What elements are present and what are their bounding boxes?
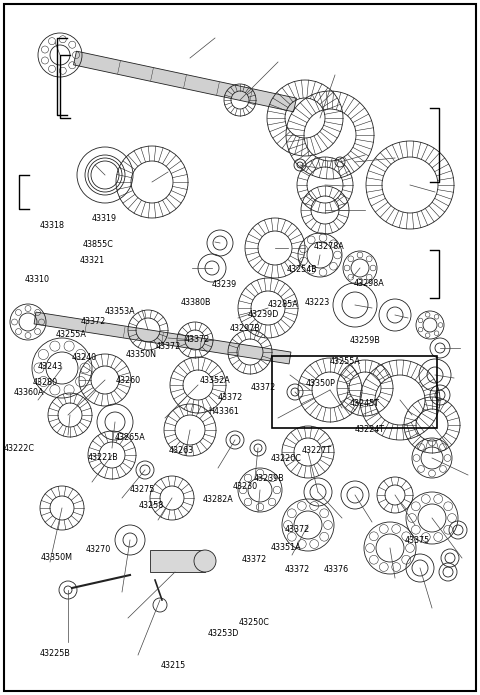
Text: 43224T: 43224T xyxy=(355,425,384,434)
Text: 43372: 43372 xyxy=(242,555,267,564)
Text: 43310: 43310 xyxy=(25,275,50,284)
Text: 43254B: 43254B xyxy=(287,265,318,274)
Text: 43240: 43240 xyxy=(72,354,96,362)
Text: 43372: 43372 xyxy=(156,342,180,350)
Text: 43239: 43239 xyxy=(212,281,237,289)
Text: 43253D: 43253D xyxy=(207,630,239,638)
Text: 43270: 43270 xyxy=(86,545,111,553)
Bar xyxy=(150,550,205,572)
Text: 43350N: 43350N xyxy=(126,350,157,359)
Text: 43280: 43280 xyxy=(33,378,58,386)
Text: 43855C: 43855C xyxy=(83,240,114,249)
Text: 43243: 43243 xyxy=(38,363,63,371)
Text: 43245T: 43245T xyxy=(350,399,380,407)
Text: 43260: 43260 xyxy=(116,377,141,385)
Text: 43372: 43372 xyxy=(285,566,310,574)
Text: 43221B: 43221B xyxy=(88,453,119,461)
Text: 43350M: 43350M xyxy=(41,553,72,562)
Text: 43250C: 43250C xyxy=(239,618,270,626)
Text: 43319: 43319 xyxy=(92,215,117,223)
Text: 43258: 43258 xyxy=(139,502,164,510)
Text: 43376: 43376 xyxy=(324,566,348,574)
Text: 43223: 43223 xyxy=(304,298,329,306)
Text: 43263: 43263 xyxy=(169,446,194,455)
Text: 43285A: 43285A xyxy=(268,300,299,309)
Text: 43222C: 43222C xyxy=(4,444,35,452)
Text: 43265A: 43265A xyxy=(114,434,145,442)
Text: 43372: 43372 xyxy=(218,393,243,402)
Bar xyxy=(272,356,437,428)
Polygon shape xyxy=(34,312,291,364)
Text: 43297B: 43297B xyxy=(229,324,260,332)
Text: 43353A: 43353A xyxy=(105,307,135,316)
Text: 43352A: 43352A xyxy=(200,377,230,385)
Text: 43220C: 43220C xyxy=(270,455,301,463)
Text: 43255A: 43255A xyxy=(329,357,360,366)
Text: 43375: 43375 xyxy=(405,537,430,545)
Text: 43372: 43372 xyxy=(251,384,276,392)
Text: 43321: 43321 xyxy=(80,256,105,265)
Text: 43275: 43275 xyxy=(130,486,155,494)
Text: 43239D: 43239D xyxy=(247,310,279,318)
Text: 43225B: 43225B xyxy=(40,649,71,657)
Text: 43372: 43372 xyxy=(285,525,310,534)
Text: 43282A: 43282A xyxy=(203,495,234,503)
Text: 43360A: 43360A xyxy=(13,389,44,397)
Text: 43255A: 43255A xyxy=(56,331,86,339)
Text: 43380B: 43380B xyxy=(180,298,211,306)
Text: 43239B: 43239B xyxy=(253,474,284,482)
Circle shape xyxy=(194,550,216,572)
Text: 43372: 43372 xyxy=(184,335,209,343)
Text: 43318: 43318 xyxy=(39,222,64,230)
Text: 43350P: 43350P xyxy=(306,379,336,388)
Text: 43259B: 43259B xyxy=(349,336,380,345)
Text: 43298A: 43298A xyxy=(353,279,384,288)
Text: 43278A: 43278A xyxy=(313,243,344,251)
Polygon shape xyxy=(73,51,297,112)
Text: H43361: H43361 xyxy=(208,407,239,416)
Text: 43215: 43215 xyxy=(160,662,185,670)
Text: 43351A: 43351A xyxy=(270,543,301,552)
Text: 43372: 43372 xyxy=(81,317,106,325)
Text: 43227T: 43227T xyxy=(302,446,332,455)
Text: 43230: 43230 xyxy=(232,482,257,491)
